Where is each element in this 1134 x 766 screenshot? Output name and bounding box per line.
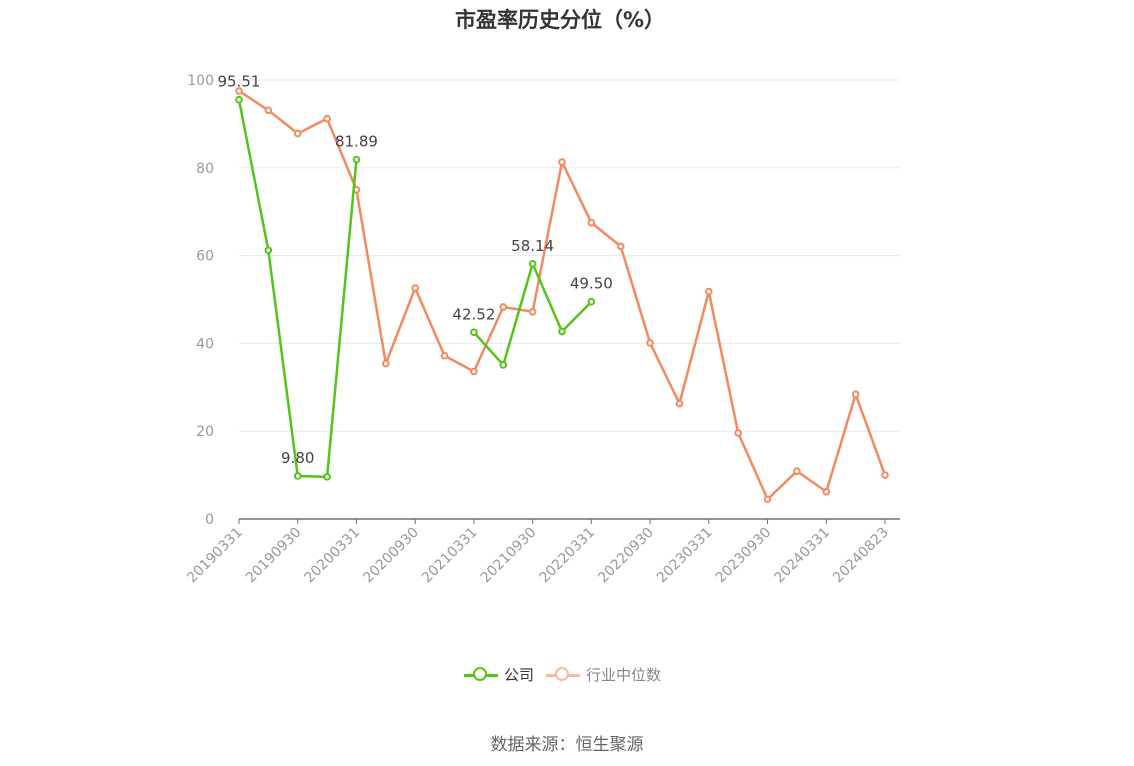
legend-company-marker-icon [464, 665, 498, 685]
data-point [293, 472, 302, 480]
x-tick-label: 20220930 [595, 525, 657, 587]
data-point [235, 95, 243, 104]
data-point [264, 246, 273, 255]
axes: 0 20 40 60 80 100 2019033120190930202003312020… [184, 73, 900, 586]
legend-industry-marker-icon [546, 665, 581, 685]
x-tick-label: 20200930 [360, 525, 422, 587]
y-tick-label: 0 [205, 512, 214, 528]
data-label: 49.50 [570, 275, 613, 293]
data-label: 58.14 [511, 237, 554, 255]
x-tick-label: 20190331 [184, 525, 246, 587]
data-point [558, 158, 566, 166]
data-label: 9.80 [281, 449, 314, 467]
data-point [558, 327, 566, 336]
data-point [646, 339, 654, 347]
data-point [323, 473, 331, 481]
x-tick-label: 20240823 [830, 525, 892, 587]
data-point [323, 114, 331, 123]
legend-company-label: 公司 [504, 666, 535, 684]
x-tick-label: 20190930 [243, 525, 305, 587]
series-line [238, 89, 887, 501]
y-tick-label: 20 [196, 424, 214, 440]
data-point [499, 303, 508, 311]
x-tick-label: 20240331 [771, 525, 833, 587]
data-point [675, 399, 684, 408]
data-point [411, 284, 419, 292]
legend-item-company[interactable]: 公司 [464, 664, 534, 685]
data-point [264, 106, 273, 115]
data-point [587, 297, 596, 306]
x-tick-label: 20220331 [536, 525, 598, 587]
data-point [352, 155, 361, 164]
x-tick-label: 20230331 [654, 525, 716, 587]
data-point [499, 361, 508, 369]
data-point [793, 467, 801, 475]
x-tick-label: 20230930 [713, 525, 775, 587]
x-tick-label: 20210331 [419, 525, 481, 587]
x-tick-label: 20210930 [478, 525, 540, 587]
x-tick-label: 20200331 [302, 525, 364, 587]
chart-title: 市盈率历史分位（%） [454, 8, 666, 32]
legend-item-industry-median[interactable]: 行业中位数 [546, 664, 661, 685]
data-point [528, 307, 537, 316]
y-tick-label: 100 [187, 73, 214, 89]
legend-industry-label: 行业中位数 [586, 666, 662, 684]
data-point [587, 218, 596, 227]
data-point [470, 328, 478, 337]
data-labels: 95.51 9.80 81.89 42.52 58.14 49.50 [218, 73, 613, 467]
data-point [851, 390, 860, 399]
data-label: 81.89 [335, 133, 378, 151]
series-lines [235, 87, 889, 504]
y-tick-label: 40 [196, 336, 214, 352]
data-point [705, 287, 713, 296]
data-point [881, 471, 889, 479]
source-note: 数据来源：恒生聚源 [490, 735, 644, 755]
y-tick-label: 60 [196, 249, 214, 265]
legend: 公司 行业中位数 [464, 664, 673, 685]
data-point [822, 487, 831, 496]
data-point [382, 359, 390, 368]
grid-lines [239, 79, 900, 432]
data-point [763, 495, 772, 504]
data-point [734, 429, 742, 437]
data-point [293, 129, 302, 138]
data-point [616, 242, 625, 251]
data-point [470, 367, 478, 376]
data-label: 42.52 [452, 305, 495, 323]
series-line [237, 99, 358, 479]
y-tick-label: 80 [196, 161, 214, 177]
data-point [528, 259, 537, 268]
data-point [235, 87, 243, 95]
data-label: 95.51 [218, 73, 261, 91]
data-point [440, 351, 449, 360]
